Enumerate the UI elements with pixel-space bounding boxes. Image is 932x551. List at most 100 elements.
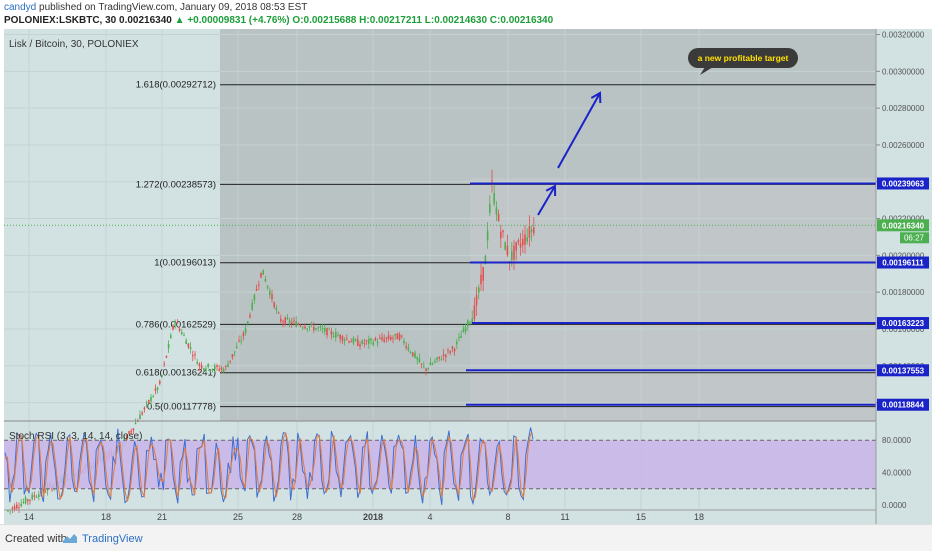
price-candle bbox=[515, 241, 517, 251]
rsi-tick-labels: 80.0000 40.0000 0.0000 bbox=[882, 436, 911, 510]
price-candle bbox=[526, 237, 528, 242]
price-candle bbox=[315, 328, 317, 330]
price-candle bbox=[394, 334, 396, 336]
time-tick-label: 18 bbox=[101, 512, 111, 522]
price-candle bbox=[222, 369, 225, 373]
price-candle bbox=[511, 251, 513, 261]
price-candle bbox=[409, 352, 412, 354]
level-price-badge bbox=[877, 177, 929, 190]
price-candle bbox=[295, 321, 297, 327]
level-price-text: 0.00118844 bbox=[882, 401, 924, 410]
price-candle bbox=[491, 180, 493, 182]
time-tick-label: 4 bbox=[427, 512, 432, 522]
time-tick-labels[interactable]: 14 18 21 25 28 2018 4 8 11 15 18 bbox=[24, 512, 704, 522]
current-price-text: 0.00216340 bbox=[882, 221, 925, 230]
price-candle bbox=[242, 332, 245, 337]
price-candle bbox=[365, 340, 368, 342]
level-price-badge bbox=[877, 398, 929, 411]
price-candle bbox=[519, 243, 522, 248]
price-candle bbox=[403, 340, 405, 344]
price-candle bbox=[348, 341, 350, 343]
ohlc-values: O:0.00215688 H:0.00217211 L:0.00214630 C… bbox=[292, 15, 554, 26]
current-price-label: 0.00216340 06:27 bbox=[877, 219, 929, 244]
price-candle bbox=[429, 362, 432, 366]
price-candle bbox=[251, 302, 253, 310]
countdown-text: 06:27 bbox=[904, 233, 925, 242]
price-candle bbox=[31, 494, 33, 500]
price-candle bbox=[453, 348, 456, 352]
publish-line: candyd published on TradingView.com, Jan… bbox=[4, 2, 307, 13]
price-candle bbox=[148, 400, 150, 403]
price-candle bbox=[154, 388, 157, 391]
level-price-badge bbox=[877, 364, 929, 377]
price-candle bbox=[330, 331, 333, 335]
price-candle bbox=[132, 428, 135, 431]
rsi-k-line bbox=[4, 427, 534, 506]
price-candle bbox=[174, 321, 176, 324]
time-tick-label: 8 bbox=[505, 512, 510, 522]
price-grid bbox=[4, 29, 876, 510]
price-axis[interactable] bbox=[876, 29, 932, 524]
price-candle bbox=[7, 510, 9, 512]
price-candle bbox=[379, 338, 381, 340]
price-candle bbox=[126, 435, 128, 441]
price-candle bbox=[33, 495, 36, 497]
price-candle bbox=[266, 285, 269, 288]
rsi-tick-label: 40.0000 bbox=[882, 469, 911, 478]
price-candle bbox=[381, 337, 383, 340]
tradingview-brand-link[interactable]: TradingView bbox=[82, 533, 143, 545]
chart-canvas[interactable]: 1.618(0.00292712) 1.272(0.00238573) 1(0.00… bbox=[0, 0, 932, 524]
price-candle bbox=[326, 328, 328, 336]
price-candle bbox=[337, 335, 339, 337]
price-candle bbox=[18, 507, 20, 509]
symbol-line: POLONIEX:LSKBTC, 30 0.00216340 ▲ +0.0000… bbox=[4, 15, 553, 26]
price-candle bbox=[240, 340, 242, 342]
price-candle bbox=[416, 357, 418, 360]
price-candle bbox=[447, 349, 449, 351]
price-candle bbox=[513, 245, 515, 260]
price-candle bbox=[484, 255, 487, 265]
price-candle bbox=[291, 322, 293, 324]
price-candle bbox=[229, 360, 231, 362]
price-candle bbox=[16, 504, 18, 509]
price-candle bbox=[218, 368, 220, 371]
time-tick-label: 2018 bbox=[363, 512, 383, 522]
price-candle bbox=[502, 230, 504, 233]
price-candle bbox=[35, 496, 38, 498]
time-tick-label: 25 bbox=[233, 512, 243, 522]
price-series bbox=[4, 169, 876, 515]
price-candle bbox=[418, 358, 421, 363]
price-candle bbox=[328, 328, 330, 330]
rsi-tick-label: 0.0000 bbox=[882, 501, 907, 510]
price-candle bbox=[181, 332, 183, 335]
price-candle bbox=[533, 227, 535, 234]
price-candle bbox=[392, 337, 394, 339]
last-price: 0.00216340 bbox=[119, 15, 172, 26]
price-candle bbox=[216, 365, 218, 368]
publish-info: published on TradingView.com, January 09… bbox=[36, 2, 308, 13]
price-candle bbox=[522, 238, 524, 246]
footer: Created with TradingView bbox=[0, 524, 932, 551]
price-candle bbox=[22, 501, 25, 503]
author-link[interactable]: candyd bbox=[4, 2, 37, 13]
level-price-text: 0.00239063 bbox=[882, 179, 925, 188]
level-price-badge bbox=[877, 317, 929, 330]
price-candle bbox=[376, 341, 379, 344]
price-candle bbox=[383, 338, 385, 342]
price-candle bbox=[495, 207, 498, 215]
price-candle bbox=[306, 328, 308, 330]
price-candle bbox=[128, 431, 130, 434]
price-candle bbox=[159, 381, 161, 384]
price-tick-label: 0.00220000 bbox=[882, 215, 925, 224]
price-candle bbox=[275, 307, 278, 310]
price-candle bbox=[385, 337, 388, 339]
price-candle bbox=[478, 287, 480, 293]
price-candle bbox=[44, 491, 47, 493]
price-candle bbox=[297, 324, 300, 326]
price-candle bbox=[302, 327, 304, 329]
arrow-head-icon bbox=[545, 184, 557, 197]
level-price-text: 0.00163223 bbox=[882, 319, 925, 328]
price-candle bbox=[346, 338, 348, 340]
price-candle bbox=[405, 346, 407, 348]
price-candle bbox=[412, 352, 414, 356]
